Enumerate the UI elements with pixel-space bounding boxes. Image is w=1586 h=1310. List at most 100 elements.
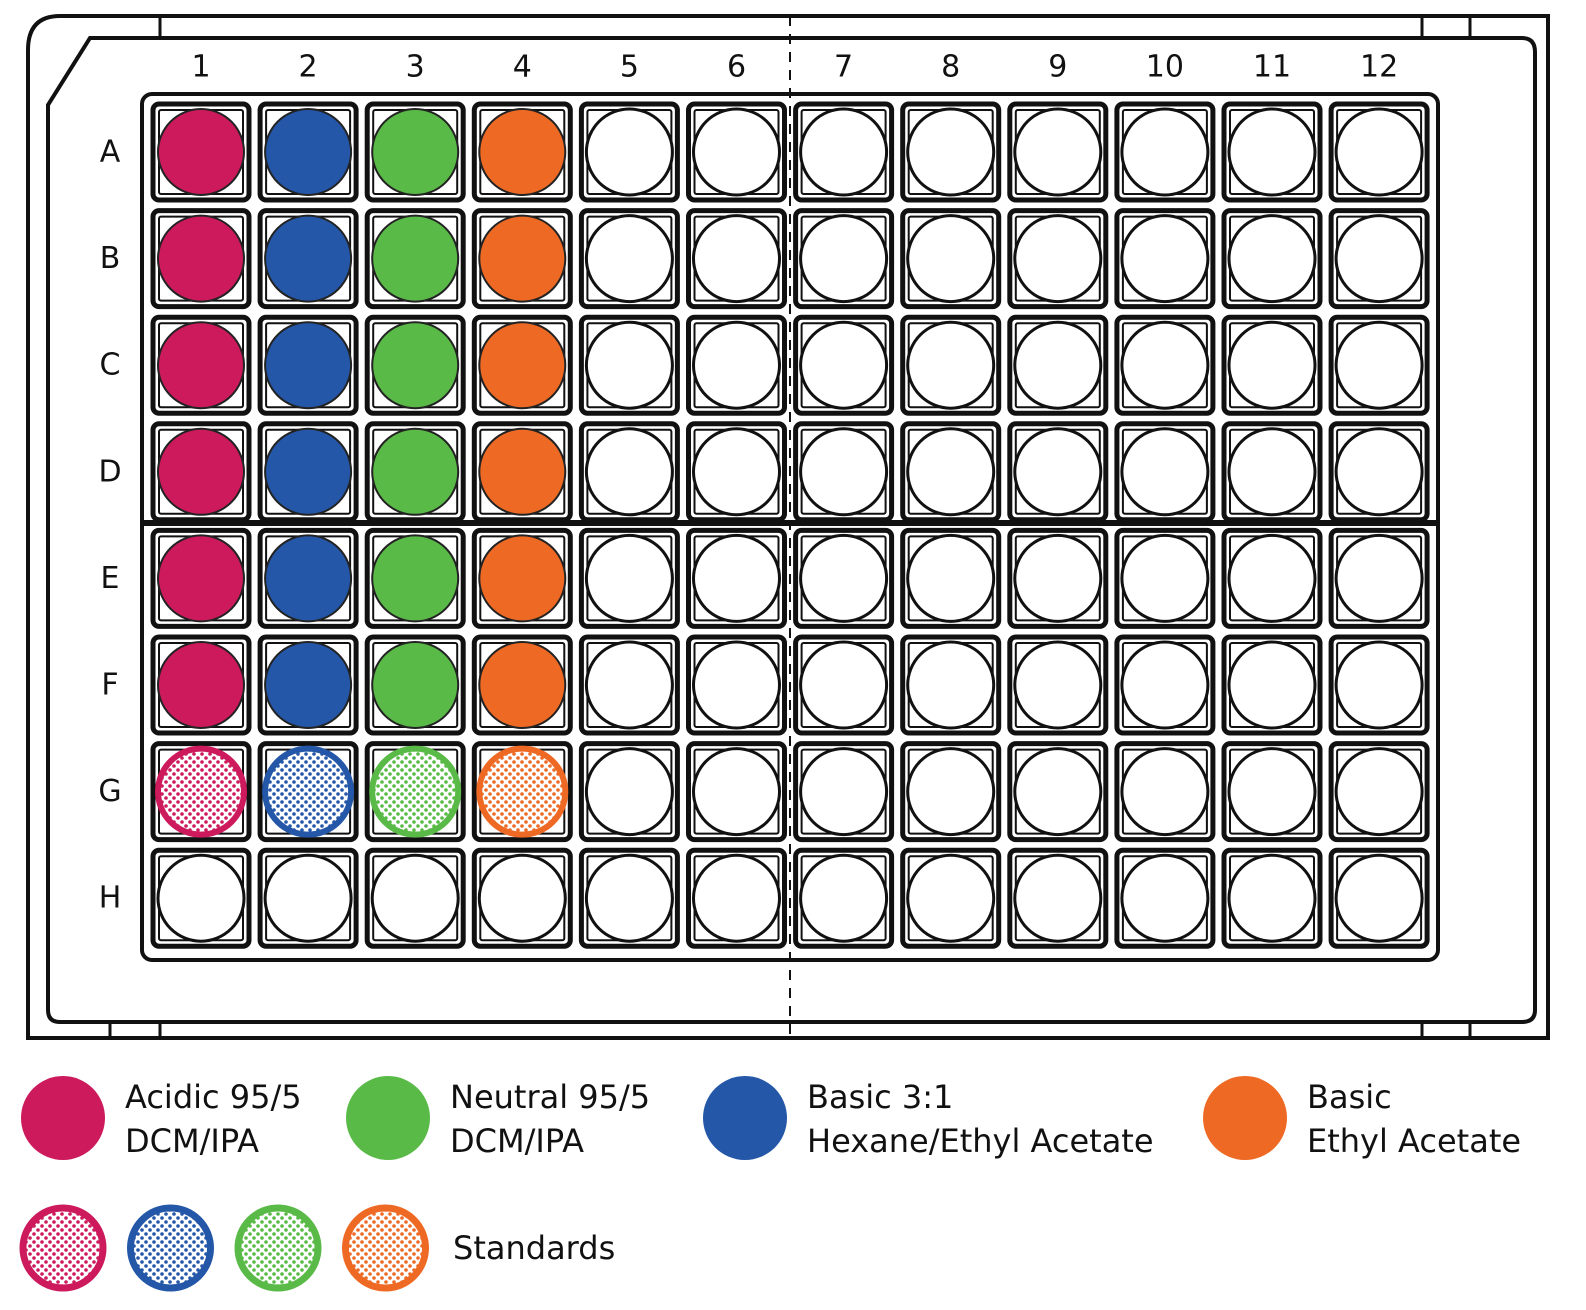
well-D9	[1007, 421, 1109, 523]
legend-swatch	[21, 1076, 105, 1160]
legend: Acidic 95/5 DCM/IPA Neutral 95/5 DCM/IPA Bas…	[19, 1076, 1521, 1292]
well-E8	[900, 527, 1002, 629]
well-circle	[584, 320, 674, 410]
well-circle	[1120, 427, 1210, 517]
well-B8	[900, 208, 1002, 310]
legend-label: Ethyl Acetate	[1307, 1122, 1521, 1160]
well-E9	[1007, 527, 1109, 629]
well-circle	[371, 641, 460, 729]
well-circle	[478, 108, 567, 196]
well-circle	[799, 640, 889, 730]
well-A8	[900, 101, 1002, 203]
well-circle	[478, 214, 567, 303]
well-circle	[1120, 533, 1210, 623]
well-circle	[799, 427, 889, 517]
well-G8	[900, 741, 1002, 843]
well-E5	[578, 527, 680, 629]
well-A6	[686, 101, 787, 203]
well-circle	[1120, 107, 1210, 197]
column-label-2: 2	[299, 50, 318, 85]
well-circle	[264, 321, 353, 410]
well-circle	[1227, 853, 1317, 943]
well-circle	[371, 321, 460, 410]
well-E7	[793, 527, 895, 629]
well-C9	[1007, 314, 1109, 416]
well-circle	[799, 853, 889, 943]
well-circle	[692, 533, 781, 623]
well-F3	[364, 634, 466, 736]
well-circle	[906, 214, 996, 304]
well-circle	[799, 107, 889, 197]
well-H5	[578, 847, 680, 949]
well-circle	[369, 745, 462, 838]
well-circle	[1120, 214, 1210, 304]
well-circle	[478, 534, 567, 623]
well-D1	[150, 421, 252, 523]
column-label-1: 1	[191, 50, 210, 85]
well-circle	[584, 214, 674, 304]
well-circle	[584, 427, 674, 517]
well-E1	[150, 527, 252, 629]
well-circle	[1013, 427, 1103, 517]
well-circle	[692, 427, 781, 517]
well-H12	[1328, 847, 1430, 949]
well-circle	[692, 747, 781, 837]
legend-swatch	[1203, 1076, 1287, 1160]
well-B5	[578, 208, 680, 310]
column-label-3: 3	[406, 50, 425, 85]
well-circle	[262, 745, 355, 838]
well-circle	[370, 853, 460, 943]
well-E12	[1328, 527, 1430, 629]
well-circle	[799, 320, 889, 410]
well-F2	[257, 634, 359, 736]
well-E6	[686, 527, 787, 629]
well-B7	[793, 208, 895, 310]
well-circle	[157, 534, 245, 623]
well-circle	[1227, 107, 1317, 197]
legend-label: Acidic 95/5	[125, 1078, 302, 1116]
well-circle	[1334, 533, 1424, 623]
legend-item-neutral: Neutral 95/5 DCM/IPA	[346, 1076, 650, 1160]
well-circle	[1120, 320, 1210, 410]
standard-swatch-acidic	[19, 1204, 107, 1292]
well-C3	[364, 314, 466, 416]
well-C6	[686, 314, 787, 416]
standard-swatch-basic-ethyl-acetate	[342, 1204, 429, 1292]
well-H8	[900, 847, 1002, 949]
well-C11	[1221, 314, 1323, 416]
well-circle	[1013, 853, 1103, 943]
well-circle	[1013, 320, 1103, 410]
wells	[150, 101, 1430, 949]
well-D8	[900, 421, 1002, 523]
well-G3	[364, 741, 466, 843]
well-A10	[1114, 101, 1216, 203]
standard-swatch-basic-hexane	[127, 1204, 214, 1292]
well-A11	[1221, 101, 1323, 203]
well-circle	[906, 853, 996, 943]
well-circle	[264, 214, 353, 303]
legend-label: DCM/IPA	[450, 1122, 584, 1160]
well-C8	[900, 314, 1002, 416]
well-circle	[1227, 747, 1317, 837]
well-G1	[150, 741, 252, 843]
standards-label: Standards	[453, 1229, 615, 1267]
well-circle	[1120, 640, 1210, 730]
well-circle	[1227, 214, 1317, 304]
well-H4	[471, 847, 573, 949]
well-C1	[150, 314, 252, 416]
legend-swatch	[703, 1076, 787, 1160]
well-A12	[1328, 101, 1430, 203]
row-label-C: C	[100, 348, 121, 383]
well-circle	[157, 641, 245, 729]
column-labels: 1 2 3 4 5 6 7 8 9 10 11 12	[191, 50, 1398, 85]
well-circle	[1013, 214, 1103, 304]
well-E2	[257, 527, 359, 629]
well-E3	[364, 527, 466, 629]
well-circle	[906, 427, 996, 517]
well-F4	[471, 634, 573, 736]
well-H7	[793, 847, 895, 949]
plate-frame	[26, 14, 1550, 1040]
legend-label: Basic	[1307, 1078, 1392, 1116]
well-circle	[371, 534, 460, 623]
column-label-11: 11	[1253, 50, 1291, 85]
